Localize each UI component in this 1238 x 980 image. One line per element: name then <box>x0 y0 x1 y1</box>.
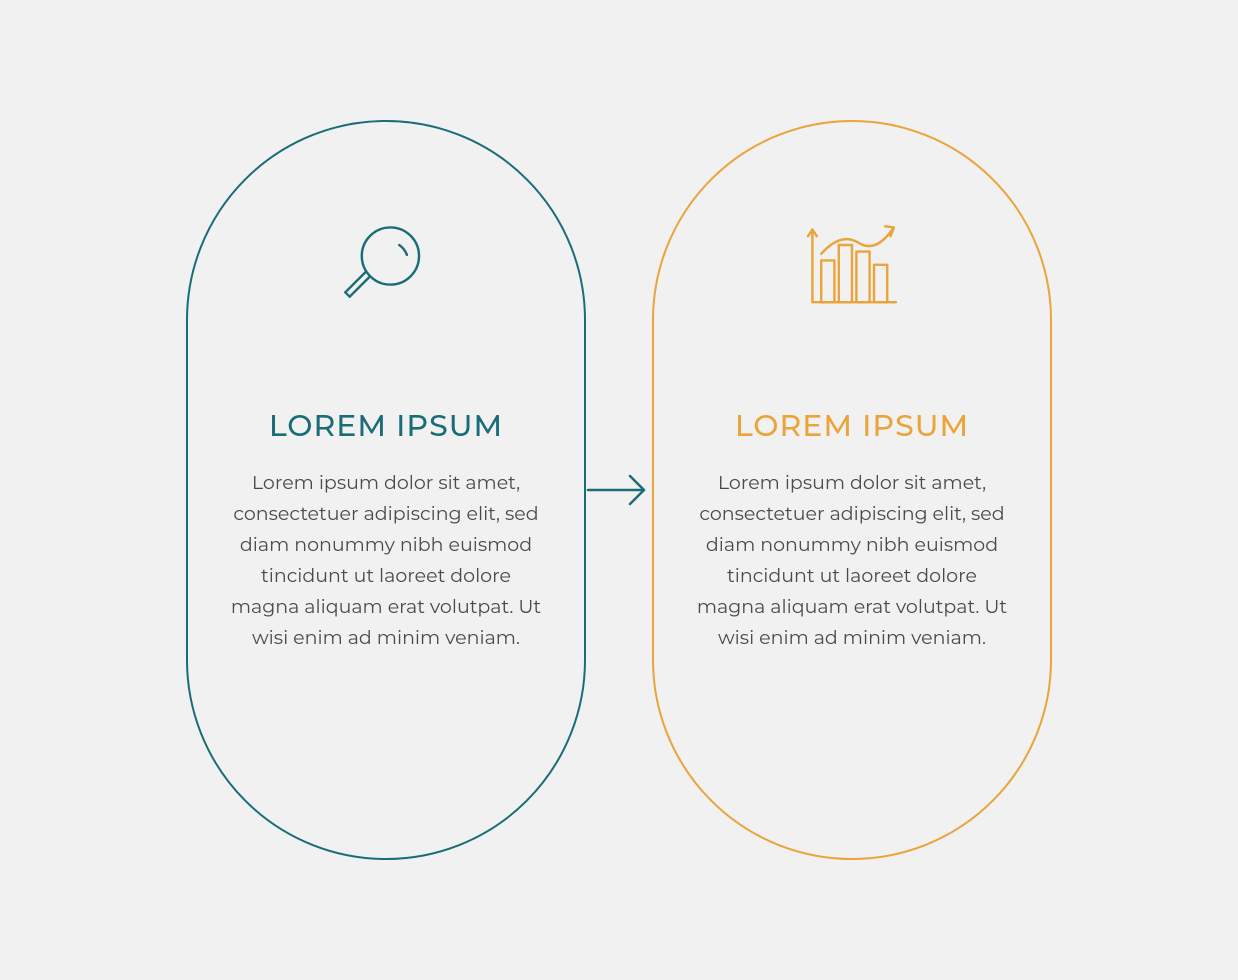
step-body-left: Lorem ipsum dolor sit amet, consectetuer… <box>230 467 542 653</box>
connector-arrow-icon <box>586 472 652 508</box>
step-pill-left: LOREM IPSUM Lorem ipsum dolor sit amet, … <box>186 120 586 860</box>
infographic-stage: LOREM IPSUM Lorem ipsum dolor sit amet, … <box>0 0 1238 980</box>
step-pill-right: LOREM IPSUM Lorem ipsum dolor sit amet, … <box>652 120 1052 860</box>
step-title-left: LOREM IPSUM <box>188 407 584 444</box>
bar-chart-growth-icon <box>654 192 1050 342</box>
step-title-right: LOREM IPSUM <box>654 407 1050 444</box>
step-body-right: Lorem ipsum dolor sit amet, consectetuer… <box>696 467 1008 653</box>
magnifier-icon <box>188 192 584 342</box>
